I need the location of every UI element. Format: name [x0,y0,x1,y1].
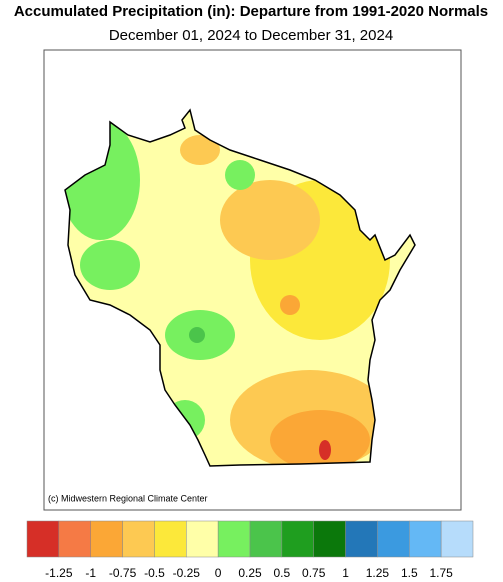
legend-tick-label: 0.5 [274,566,291,580]
legend-swatch [377,520,410,558]
legend-swatch [154,520,187,558]
legend-tick-label: 1.75 [429,566,453,580]
legend-swatch [281,520,314,558]
legend-tick-label: -1 [85,566,96,580]
legend-tick-label: 1 [342,566,349,580]
legend-swatch [26,520,60,558]
credit: (c) Midwestern Regional Climate Center [48,493,208,503]
legend-swatch [345,520,378,558]
legend-tick-label: -0.75 [109,566,137,580]
legend-swatch [249,520,283,558]
legend: -1.25 -1 -0.75 -0.5 -0.25 0 0.25 0.5 0.75 1 1.25 1.… [26,520,474,580]
legend-tick-label: -0.5 [144,566,165,580]
legend-tick-label: 1.25 [366,566,390,580]
legend-tick-label: 1.5 [401,566,418,580]
legend-swatch [186,520,219,558]
legend-swatch [313,520,346,558]
map-frame [43,49,462,511]
legend-swatch [58,520,91,558]
legend-swatch [217,520,251,558]
legend-swatch [90,520,123,558]
legend-swatch [122,520,155,558]
legend-tick-label: -0.25 [173,566,201,580]
legend-tick-label: -1.25 [45,566,73,580]
map-field [65,110,415,466]
subtitle: December 01, 2024 to December 31, 2024 [109,27,393,44]
legend-tick-label: 0 [215,566,222,580]
legend-tick-label: 0.25 [238,566,262,580]
legend-swatch [409,520,442,558]
title: Accumulated Precipitation (in): Departur… [14,3,488,20]
legend-tick-label: 0.75 [302,566,326,580]
legend-swatch [440,520,474,558]
